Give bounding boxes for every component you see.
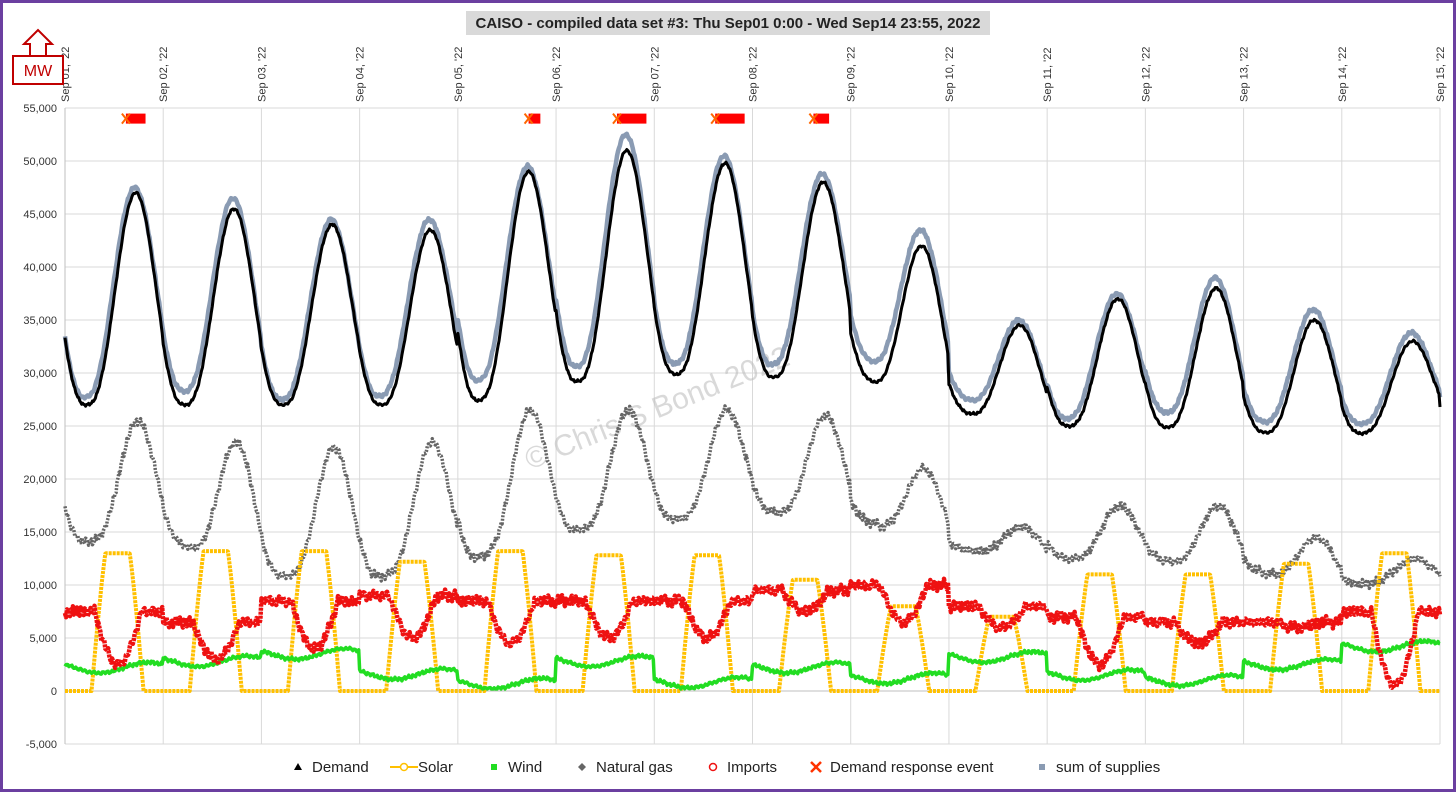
x-tick-label: Sep 02, '22 — [158, 47, 170, 102]
dr-event-band — [616, 113, 647, 124]
x-tick-label: Sep 07, '22 — [649, 47, 661, 102]
legend-item-natural-gas: Natural gas — [578, 759, 673, 776]
title-text: CAISO - compiled data set #3: Thu Sep01 … — [476, 15, 981, 32]
mw-badge: MW — [12, 28, 64, 85]
dr-event-band — [813, 113, 830, 124]
y-tick-label: 15,000 — [23, 527, 57, 539]
series-solar — [64, 549, 1441, 693]
x-tick-label: Sep 14, '22 — [1337, 47, 1349, 102]
y-tick-label: 5,000 — [29, 633, 57, 645]
legend-label: Demand — [312, 759, 369, 776]
legend: Demand Solar Wind Natural gas Imports Demand … — [294, 759, 1160, 776]
demand-response-events — [121, 112, 830, 125]
mw-label: MW — [24, 63, 53, 80]
series-layer — [62, 131, 1443, 693]
legend-label: Imports — [727, 759, 777, 776]
legend-label: Natural gas — [596, 759, 673, 776]
legend-item-dr-event: Demand response event — [810, 759, 994, 776]
legend-marker — [810, 761, 822, 773]
legend-marker — [1039, 764, 1045, 770]
legend-marker — [294, 763, 302, 770]
legend-marker — [399, 762, 409, 772]
dr-event-band — [125, 113, 146, 124]
x-tick-label: Sep 10, '22 — [944, 47, 956, 102]
y-axis-ticks: -5,000 0 5,000 10,000 15,000 20,000 25,000 30,0… — [23, 103, 57, 751]
dr-event-band — [715, 113, 745, 124]
x-tick-label: Sep 03, '22 — [256, 47, 268, 102]
x-axis-ticks: Sep 01, '22 Sep 02, '22 Sep 03, '22 Sep 04,… — [60, 47, 1447, 102]
x-tick-label: Sep 15, '22 — [1435, 47, 1447, 102]
dr-event-band — [528, 113, 541, 124]
dr-event-marker — [121, 112, 131, 125]
x-tick-label: Sep 12, '22 — [1140, 47, 1152, 102]
legend-label: Solar — [418, 759, 453, 776]
watermark: © Chris S Bond 2022 — [520, 340, 794, 476]
y-tick-label: 20,000 — [23, 474, 57, 486]
legend-item-supplies: sum of supplies — [1039, 759, 1160, 776]
grid — [64, 107, 1441, 745]
x-tick-label: Sep 08, '22 — [748, 47, 760, 102]
title-background — [466, 11, 990, 35]
mw-box — [12, 55, 64, 85]
x-tick-label: Sep 09, '22 — [846, 47, 858, 102]
y-tick-label: -5,000 — [26, 739, 57, 751]
x-tick-label: Sep 06, '22 — [551, 47, 563, 102]
legend-item-demand: Demand — [294, 759, 369, 776]
y-tick-label: 40,000 — [23, 262, 57, 274]
dr-event-marker — [710, 112, 720, 125]
legend-marker — [578, 763, 586, 771]
x-tick-label: Sep 05, '22 — [453, 47, 465, 102]
x-tick-label: Sep 11, '22 — [1042, 48, 1054, 103]
legend-item-wind: Wind — [491, 759, 542, 776]
legend-label: sum of supplies — [1056, 759, 1160, 776]
y-tick-label: 55,000 — [23, 103, 57, 115]
legend-item-imports: Imports — [708, 759, 777, 776]
legend-marker — [708, 762, 718, 772]
legend-label: Wind — [508, 759, 542, 776]
series-imports — [62, 576, 1443, 691]
legend-label: Demand response event — [830, 759, 994, 776]
series-wind — [63, 638, 1441, 691]
y-tick-label: 45,000 — [23, 209, 57, 221]
series-demand — [63, 148, 1442, 437]
x-tick-label: Sep 13, '22 — [1239, 47, 1251, 102]
y-tick-label: 25,000 — [23, 421, 57, 433]
legend-marker — [491, 764, 497, 770]
series-natural-gas — [63, 404, 1442, 591]
legend-item-solar: Solar — [390, 759, 453, 776]
chart-title: CAISO - compiled data set #3: Thu Sep01 … — [466, 11, 990, 35]
y-tick-label: 50,000 — [23, 156, 57, 168]
dr-event-marker — [523, 112, 534, 125]
y-tick-label: 10,000 — [23, 580, 57, 592]
y-tick-label: 35,000 — [23, 315, 57, 327]
arrow-up-icon — [21, 28, 55, 56]
y-tick-label: 0 — [51, 686, 57, 698]
y-tick-label: 30,000 — [23, 368, 57, 380]
x-tick-label: Sep 04, '22 — [355, 47, 367, 102]
dr-event-marker — [808, 112, 819, 125]
dr-event-marker — [612, 112, 622, 125]
